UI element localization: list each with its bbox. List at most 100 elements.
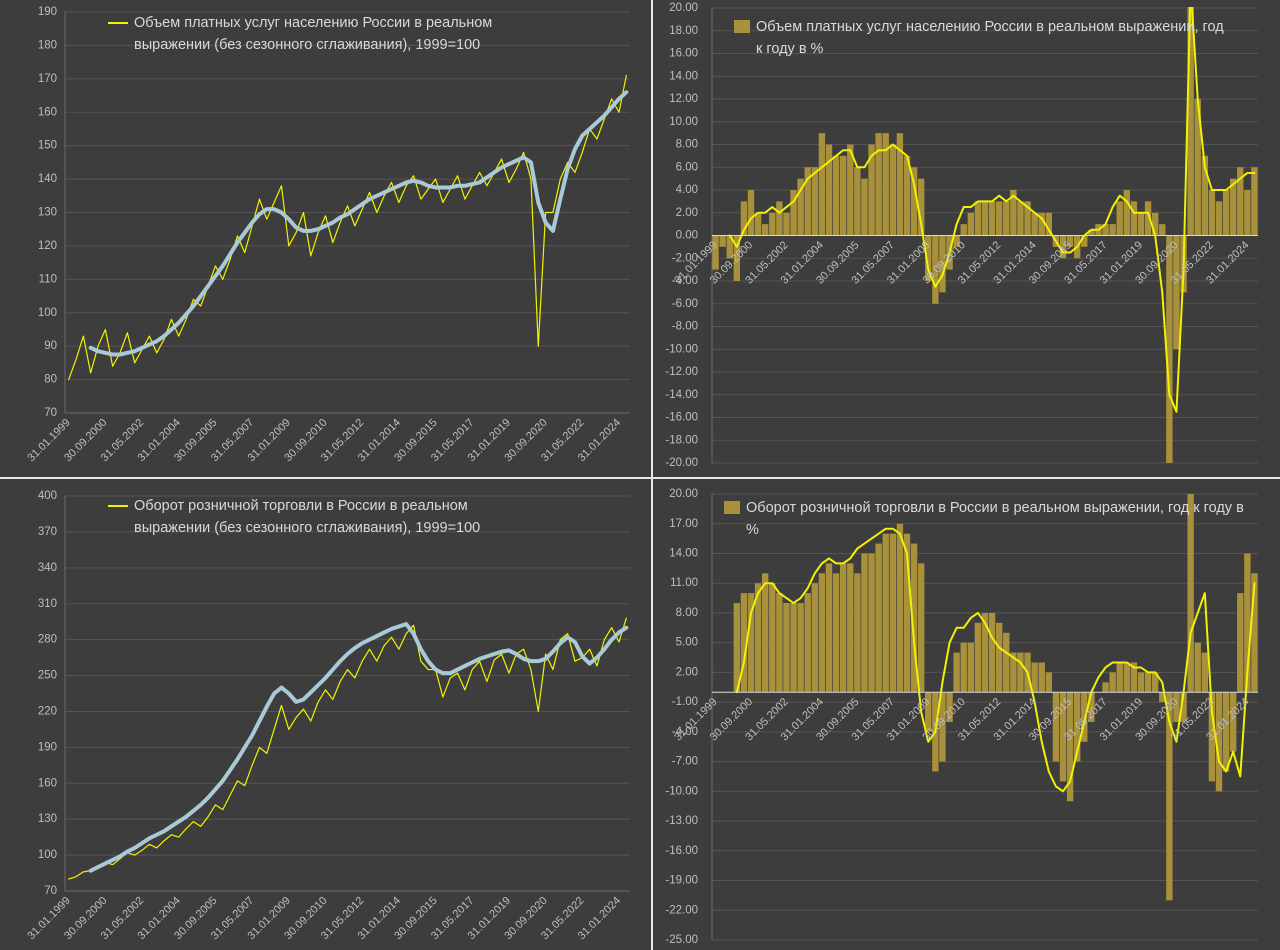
- bar: [1123, 190, 1131, 236]
- bar: [1144, 672, 1152, 693]
- bar: [811, 167, 819, 236]
- y-tick-label: 2.00: [676, 207, 698, 219]
- bar: [761, 224, 769, 236]
- y-tick-label: -16.00: [665, 845, 698, 857]
- y-tick-label: 370: [38, 526, 57, 538]
- bar: [981, 612, 989, 693]
- bar: [804, 593, 811, 693]
- bar: [1031, 212, 1038, 236]
- bar: [783, 603, 790, 693]
- bar: [818, 573, 826, 693]
- bar: [1244, 553, 1251, 693]
- bar: [1017, 201, 1024, 236]
- bar: [925, 692, 932, 732]
- bar: [1187, 7, 1194, 236]
- plot-area: [712, 7, 1258, 463]
- y-tick-label: 160: [38, 777, 57, 789]
- y-tick-label: 150: [38, 140, 57, 152]
- bar: [818, 133, 826, 236]
- bar: [1024, 201, 1031, 236]
- bar: [1102, 224, 1109, 236]
- bar: [953, 652, 960, 693]
- bar: [995, 622, 1003, 693]
- y-tick-label: -4.00: [672, 275, 698, 287]
- y-tick-label: 100: [38, 307, 57, 319]
- bar: [910, 543, 918, 693]
- bar: [960, 224, 967, 236]
- y-tick-label: 8.00: [676, 139, 698, 151]
- bar: [719, 235, 726, 247]
- bar: [903, 155, 911, 236]
- bar: [747, 190, 755, 236]
- bar: [733, 235, 741, 281]
- bar: [776, 593, 783, 693]
- bar: [804, 167, 811, 236]
- y-tick-label: 70: [44, 885, 57, 897]
- bar: [1116, 201, 1123, 236]
- bar: [1159, 224, 1166, 236]
- bar: [896, 523, 904, 693]
- bar: [1010, 652, 1017, 693]
- legend-key: [108, 505, 128, 507]
- legend: Оборот розничной торговли в России в реа…: [724, 497, 1244, 541]
- bar: [925, 235, 932, 281]
- bar: [1173, 692, 1180, 722]
- bar: [1116, 662, 1123, 693]
- y-tick-label: 17.00: [669, 518, 698, 530]
- bar: [868, 553, 875, 693]
- legend-key: [108, 22, 128, 24]
- bar: [953, 235, 960, 247]
- y-tick-label: 6.00: [676, 161, 698, 173]
- bar: [754, 212, 762, 236]
- bar: [1017, 652, 1024, 693]
- bar: [847, 144, 854, 236]
- bar: [1031, 662, 1038, 693]
- bar: [1066, 235, 1074, 247]
- bar: [1130, 201, 1138, 236]
- bar: [946, 692, 953, 722]
- bar: [1173, 235, 1180, 350]
- y-tick-label: 11.00: [670, 577, 698, 589]
- bar: [769, 583, 776, 693]
- bar: [861, 178, 868, 236]
- legend-key: [734, 20, 750, 33]
- bar: [761, 573, 769, 693]
- bar: [854, 573, 861, 693]
- bar: [1010, 190, 1017, 236]
- legend-label: Объем платных услуг населению России в р…: [756, 19, 1224, 57]
- bar: [974, 201, 982, 236]
- bar: [1151, 212, 1159, 236]
- y-tick-label: 14.00: [669, 70, 698, 82]
- bar: [1166, 692, 1173, 901]
- bar: [1151, 672, 1159, 693]
- y-tick-label: 14.00: [669, 547, 698, 559]
- legend: Объем платных услуг населению России в р…: [108, 12, 528, 56]
- bar: [1251, 573, 1258, 693]
- y-tick-label: -10.00: [665, 343, 698, 355]
- bar: [1208, 692, 1216, 782]
- bar: [967, 642, 975, 693]
- bar: [861, 553, 868, 693]
- bar: [1059, 692, 1067, 782]
- y-tick-label: 180: [38, 39, 57, 51]
- y-tick-label: 170: [38, 73, 57, 85]
- bar: [889, 144, 897, 236]
- bar: [726, 235, 733, 259]
- bar: [1123, 662, 1131, 693]
- bar: [1102, 682, 1109, 693]
- plot-area: [68, 617, 629, 880]
- y-tick-label: 5.00: [676, 637, 698, 649]
- bar: [1222, 692, 1230, 772]
- bar: [847, 563, 854, 693]
- y-tick-label: 250: [38, 670, 57, 682]
- chart-panel: 70809010011012013014015016017018019031.0…: [25, 6, 630, 464]
- bar: [754, 583, 762, 693]
- bar: [1059, 235, 1067, 259]
- bar: [981, 201, 989, 236]
- bar: [740, 593, 748, 693]
- bar: [1187, 494, 1194, 693]
- y-tick-label: 12.00: [669, 93, 698, 105]
- legend: Объем платных услуг населению России в р…: [734, 16, 1234, 60]
- y-tick-label: -4.00: [672, 726, 698, 738]
